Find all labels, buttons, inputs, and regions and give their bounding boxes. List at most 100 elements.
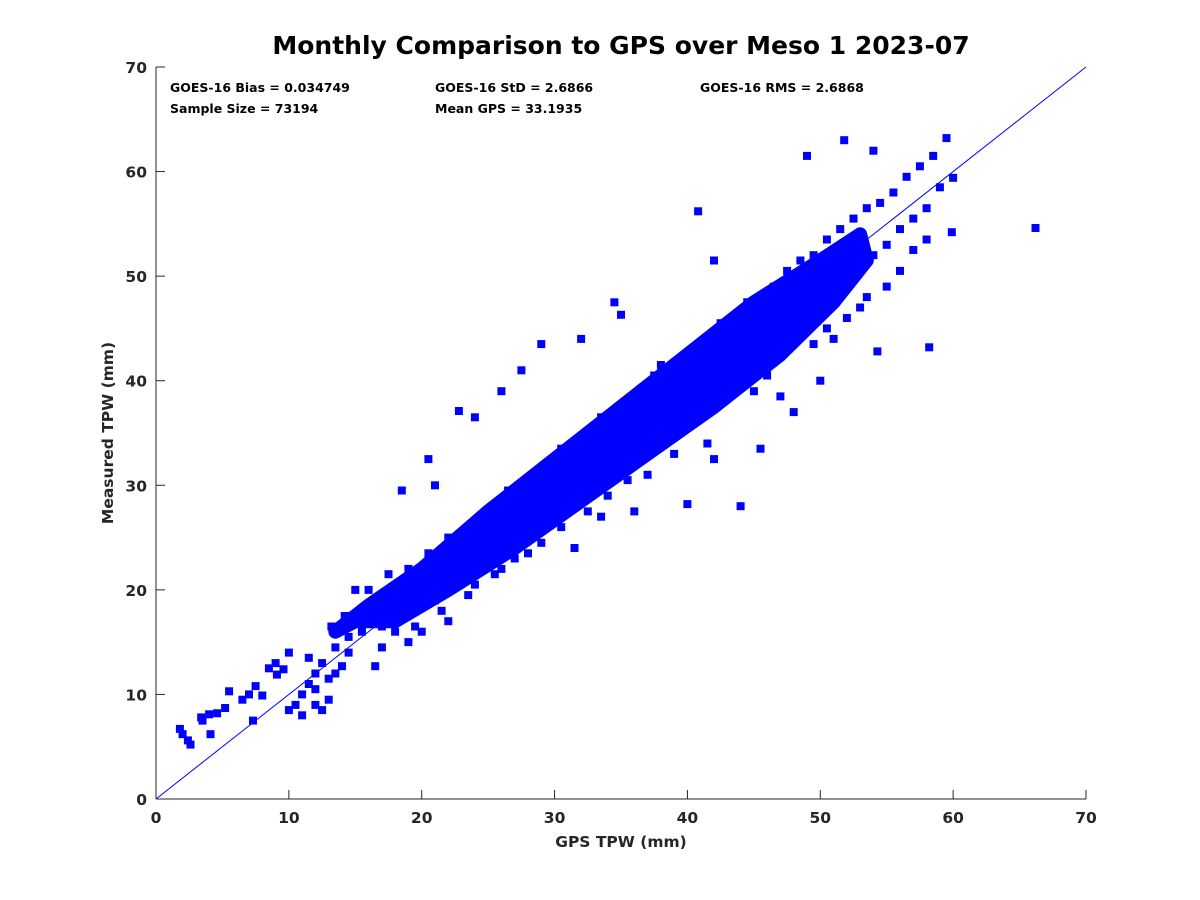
y-tick-label-60: 60: [125, 164, 147, 182]
scatter-point-0-6: [206, 730, 215, 739]
scatter-point-0-107: [882, 240, 891, 249]
scatter-point-0-28: [357, 617, 366, 626]
scatter-point-0-101: [842, 266, 851, 275]
x-tick-label-40: 40: [677, 809, 699, 827]
x-tick-label-10: 10: [278, 809, 300, 827]
scatter-point-0-46: [477, 528, 486, 537]
scatter-point-0-123: [1031, 224, 1040, 232]
scatter-point-0-189: [510, 554, 519, 563]
x-tick-label-30: 30: [544, 809, 566, 827]
scatter-point-0-155: [377, 643, 386, 652]
y-tick-label-10: 10: [125, 686, 147, 704]
scatter-point-0-167: [198, 716, 207, 725]
scatter-point-0-151: [497, 564, 506, 573]
y-tick-label-40: 40: [125, 373, 147, 391]
scatter-point-0-92: [783, 266, 792, 275]
x-tick-label-50: 50: [809, 809, 831, 827]
scatter-point-0-42: [450, 564, 459, 573]
scatter-point-0-0: [175, 724, 184, 733]
scatter-point-0-154: [404, 638, 413, 647]
scatter-point-0-2: [183, 736, 192, 745]
scatter-point-0-105: [869, 251, 878, 260]
scatter-point-0-129: [656, 361, 665, 369]
scatter-point-0-134: [431, 481, 439, 490]
scatter-point-0-84: [729, 329, 738, 338]
scatter-point-0-18: [304, 680, 313, 688]
scatter-point-0-147: [630, 507, 639, 516]
scatter-point-0-166: [238, 695, 247, 704]
scatter-point-0-93: [789, 308, 798, 317]
scatter-point-0-126: [710, 256, 718, 265]
scatter-point-0-67: [617, 449, 625, 458]
scatter-point-0-83: [723, 366, 732, 375]
scatter-point-0-29: [364, 585, 373, 594]
scatter-point-0-65: [603, 465, 612, 474]
scatter-point-0-12: [258, 691, 267, 700]
scatter-point-0-194: [391, 627, 400, 636]
x-tick-label-0: 0: [151, 809, 162, 827]
scatter-point-0-9: [225, 687, 234, 696]
stat-std: GOES-16 StD = 2.6866: [435, 80, 593, 95]
one-to-one-line: [155, 66, 1087, 800]
scatter-point-0-34: [397, 612, 406, 620]
plot-area: 0 10 20 30 40 50 60 70 0 10 20 30 40 50 60 70: [125, 59, 1097, 827]
scatter-point-0-78: [690, 345, 699, 354]
scatter-point-0-7: [213, 709, 222, 718]
scatter-point-0-124: [873, 347, 882, 356]
scatter-point-0-183: [643, 470, 652, 479]
scatter-point-0-130: [497, 387, 506, 396]
y-tick-label-30: 30: [125, 477, 147, 495]
scatter-point-0-173: [829, 334, 838, 343]
scatter-point-0-95: [803, 298, 811, 307]
scatter-point-0-175: [882, 282, 891, 291]
scatter-point-0-50: [504, 486, 513, 495]
stat-mean-gps: Mean GPS = 33.1935: [435, 101, 582, 116]
scatter-point-0-140: [683, 500, 692, 509]
scatter-point-0-36: [411, 601, 420, 610]
scatter-point-0-102: [849, 214, 858, 223]
scatter-point-0-1: [178, 730, 187, 739]
scatter-point-0-44: [464, 523, 473, 532]
scatter-point-0-114: [929, 151, 938, 160]
scatter-point-0-77: [683, 387, 692, 396]
scatter-point-0-23: [331, 643, 340, 652]
scatter-point-0-33: [391, 596, 400, 605]
scatter-point-0-196: [344, 648, 353, 657]
scatter-point-0-21: [324, 674, 333, 683]
scatter-point-0-60: [570, 455, 579, 464]
scatter-point-0-137: [537, 340, 546, 349]
scatter-point-0-106: [876, 198, 885, 207]
scatter-point-0-180: [809, 340, 818, 349]
scatter-point-0-121: [869, 146, 878, 155]
scatter-point-0-157: [371, 662, 380, 671]
scatter-point-0-198: [311, 700, 320, 709]
scatter-point-0-49: [497, 533, 506, 542]
scatter-point-0-91: [776, 319, 785, 328]
scatter-point-0-75: [670, 408, 679, 417]
scatter-point-0-110: [902, 172, 911, 181]
scatter-point-0-153: [444, 617, 453, 626]
scatter-point-0-143: [789, 408, 798, 417]
scatter-point-0-26: [344, 632, 353, 641]
scatter-point-0-190: [490, 570, 499, 579]
scatter-point-0-109: [896, 225, 904, 234]
scatter-point-0-31: [377, 622, 386, 631]
scatter-point-0-113: [922, 204, 931, 213]
scatter-point-0-177: [909, 246, 918, 254]
scatter-point-0-27: [351, 585, 360, 594]
scatter-point-0-132: [454, 407, 463, 415]
scatter-point-0-48: [490, 512, 499, 521]
scatter-point-0-160: [311, 685, 320, 694]
scatter-point-0-32: [384, 570, 393, 579]
scatter-point-0-141: [756, 444, 765, 453]
scatter-point-0-148: [597, 512, 606, 521]
scatter-point-0-163: [271, 659, 280, 668]
x-tick-label-20: 20: [411, 809, 433, 827]
scatter-point-0-152: [470, 580, 479, 589]
scatter-point-0-112: [915, 162, 924, 171]
scatter-point-0-62: [583, 429, 592, 437]
scatter-point-0-188: [537, 538, 546, 547]
scatter-point-0-139: [736, 502, 745, 511]
scatter-point-0-76: [676, 355, 685, 364]
